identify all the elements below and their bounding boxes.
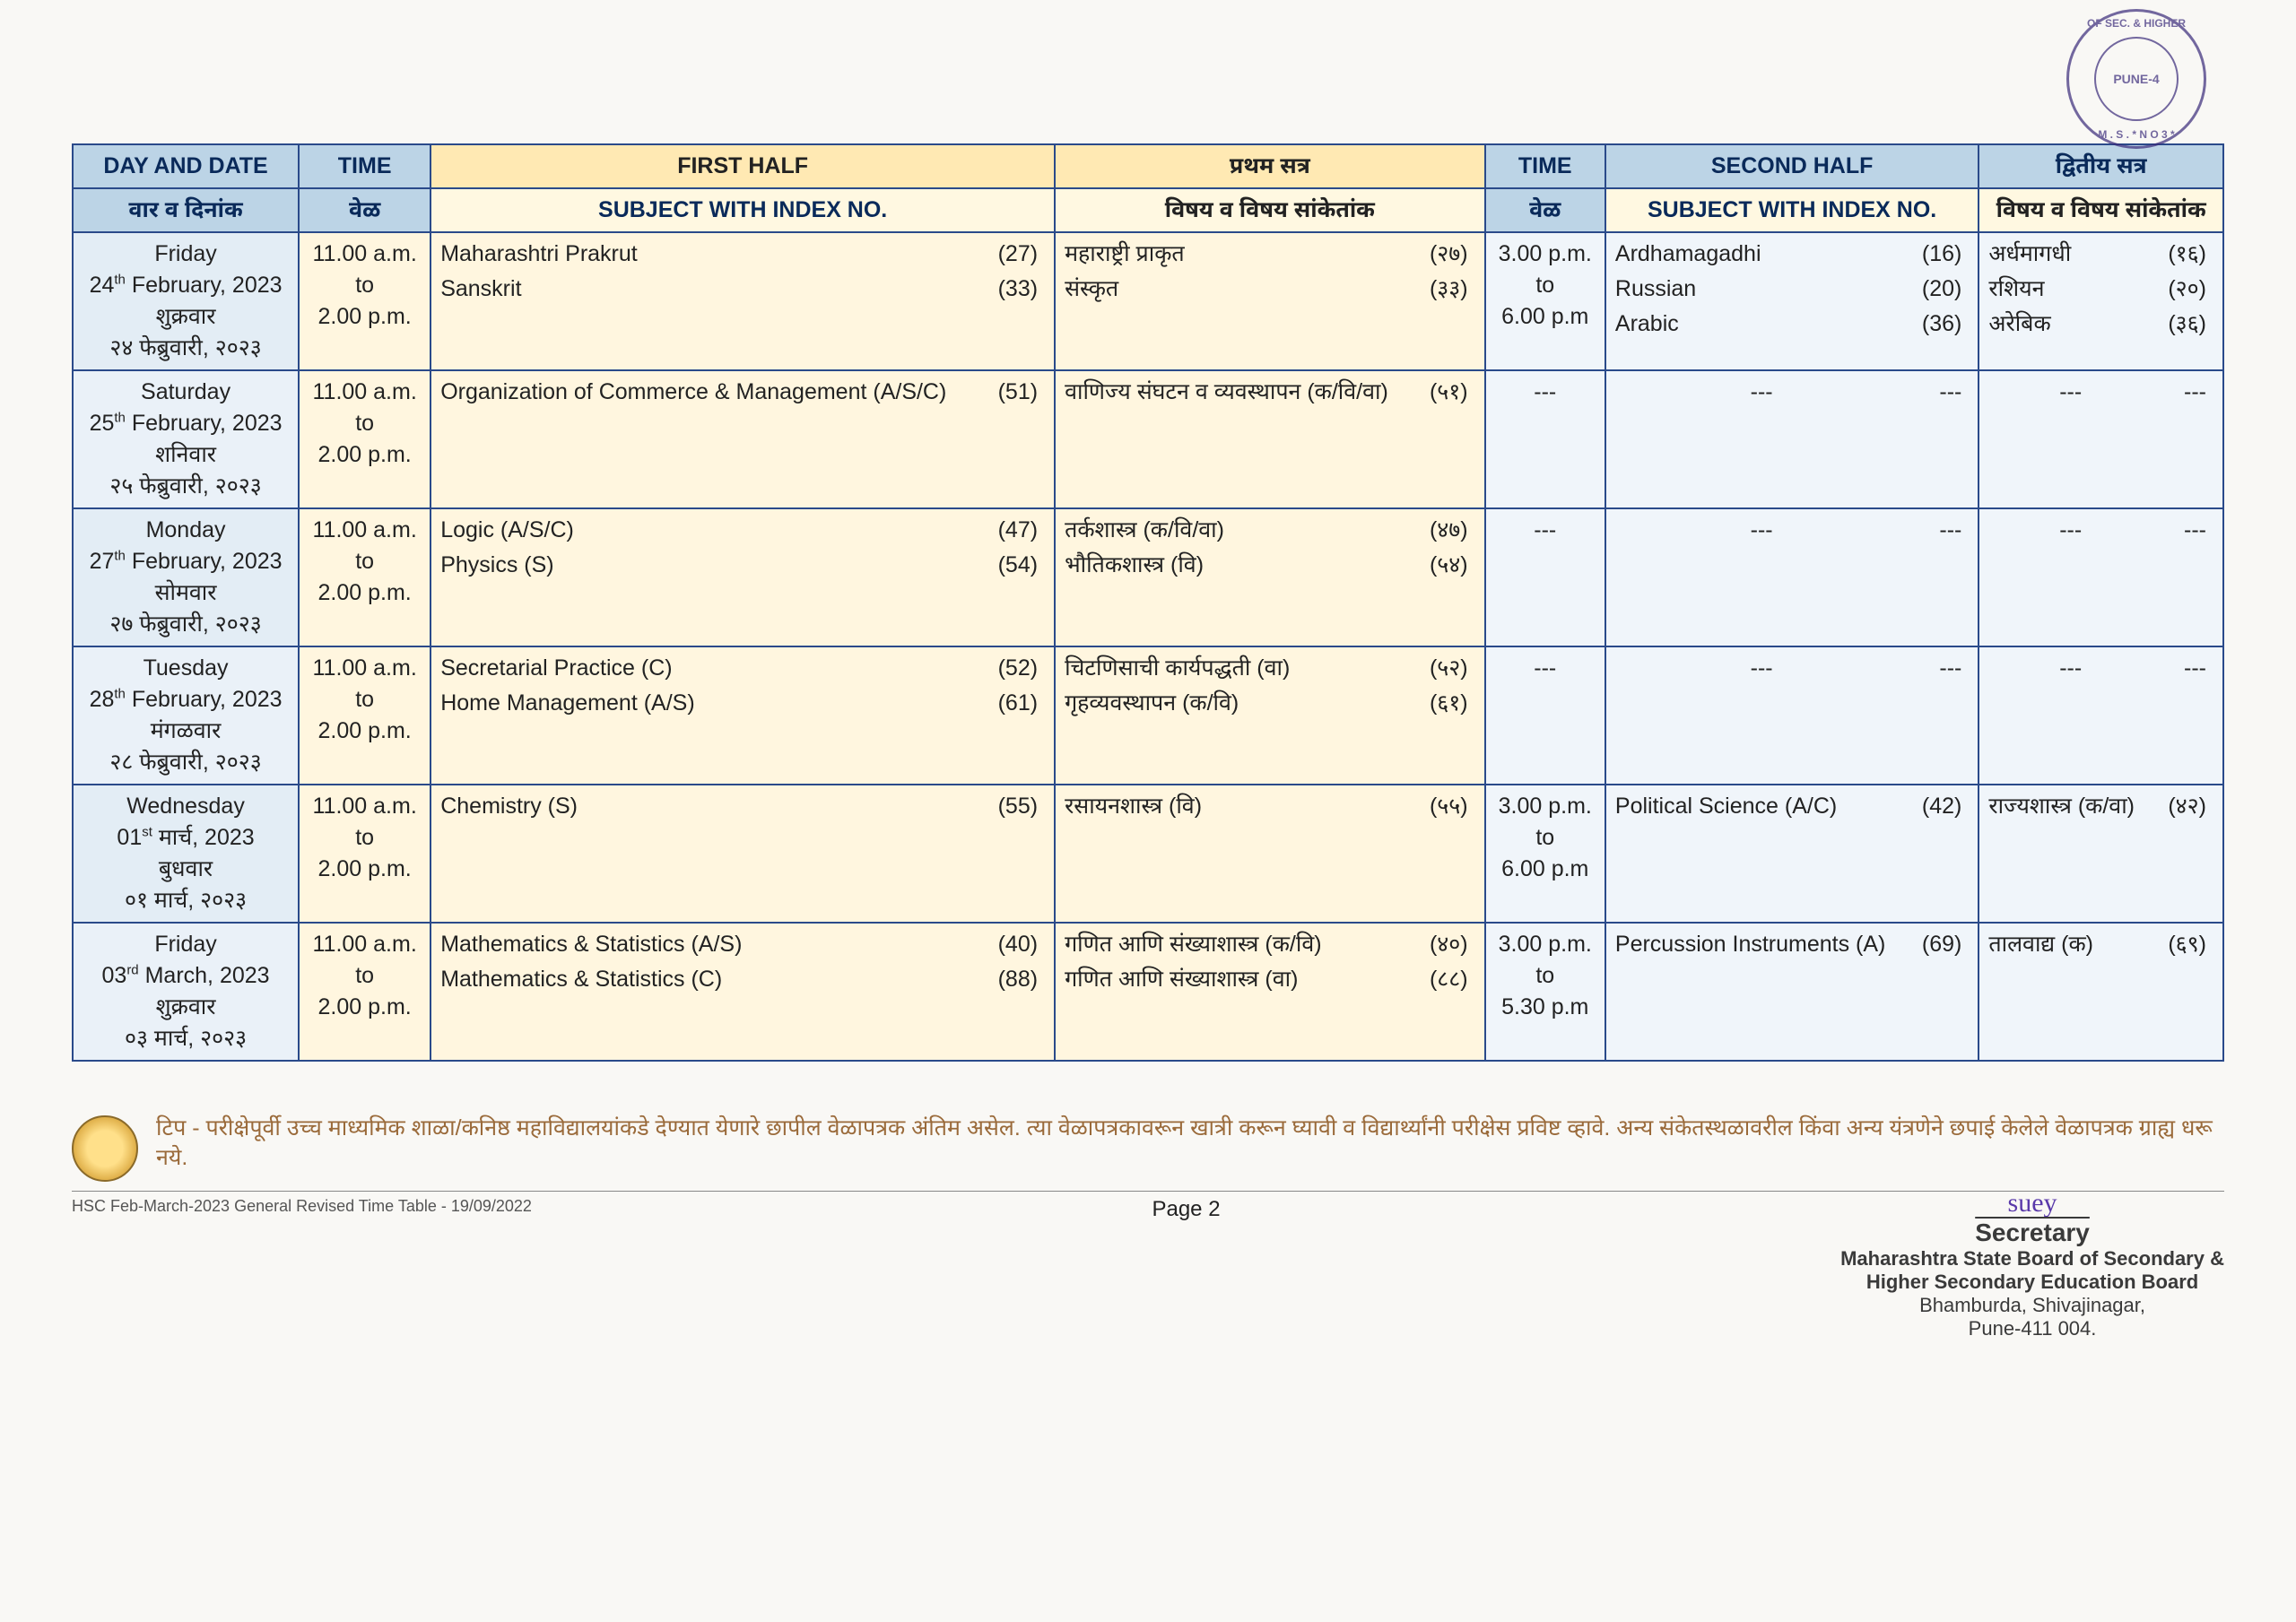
time1-cell: 11.00 a.m.to2.00 p.m. xyxy=(299,923,430,1061)
second-half-en-cell: ------ xyxy=(1605,646,1979,785)
time2-cell: --- xyxy=(1485,646,1605,785)
timetable: DAY AND DATE TIME FIRST HALF प्रथम सत्र … xyxy=(72,143,2224,1062)
board-stamp: OF SEC. & HIGHER PUNE-4 M . S . * N O 3 … xyxy=(2066,9,2206,149)
second-half-en-cell: Ardhamagadhi(16)Russian(20)Arabic(36) xyxy=(1605,232,1979,370)
first-half-en-cell: Logic (A/S/C)(47)Physics (S)(54) xyxy=(430,508,1055,646)
time2-cell: --- xyxy=(1485,508,1605,646)
stamp-center: PUNE-4 xyxy=(2094,37,2179,121)
stamp-ring-top: OF SEC. & HIGHER xyxy=(2069,17,2204,30)
hdr-secondhalf-en: SECOND HALF xyxy=(1605,144,1979,188)
signature-block: suey Secretary Maharashtra State Board o… xyxy=(1840,1188,2224,1340)
footer-left: HSC Feb-March-2023 General Revised Time … xyxy=(72,1197,532,1340)
first-half-en-cell: Chemistry (S)(55) xyxy=(430,785,1055,923)
time1-cell: 11.00 a.m.to2.00 p.m. xyxy=(299,232,430,370)
second-half-mr-cell: अर्धमागधी(१६)रशियन(२०)अरेबिक(३६) xyxy=(1979,232,2223,370)
second-half-mr-cell: तालवाद्य (क)(६९) xyxy=(1979,923,2223,1061)
hdr-subjidx-mr-1: विषय व विषय सांकेतांक xyxy=(1055,188,1485,232)
day-cell: Friday03rd March, 2023शुक्रवार०३ मार्च, … xyxy=(73,923,299,1061)
signature-addr2: Pune-411 004. xyxy=(1840,1317,2224,1340)
table-row: Monday27th February, 2023सोमवार२७ फेब्रु… xyxy=(73,508,2223,646)
hdr-subjidx-en-2: SUBJECT WITH INDEX NO. xyxy=(1605,188,1979,232)
time1-cell: 11.00 a.m.to2.00 p.m. xyxy=(299,508,430,646)
table-row: Tuesday28th February, 2023मंगळवार२८ फेब्… xyxy=(73,646,2223,785)
time1-cell: 11.00 a.m.to2.00 p.m. xyxy=(299,370,430,508)
hdr-subjidx-mr-2: विषय व विषय सांकेतांक xyxy=(1979,188,2223,232)
first-half-en-cell: Secretarial Practice (C)(52)Home Managem… xyxy=(430,646,1055,785)
hdr-firsthalf-mr: प्रथम सत्र xyxy=(1055,144,1485,188)
signature-title: Secretary xyxy=(1840,1219,2224,1247)
table-row: Wednesday01st मार्च, 2023बुधवार०१ मार्च,… xyxy=(73,785,2223,923)
first-half-mr-cell: वाणिज्य संघटन व व्यवस्थापन (क/वि/वा)(५१) xyxy=(1055,370,1485,508)
time1-cell: 11.00 a.m.to2.00 p.m. xyxy=(299,646,430,785)
first-half-mr-cell: गणित आणि संख्याशास्त्र (क/वि)(४०)गणित आण… xyxy=(1055,923,1485,1061)
first-half-mr-cell: रसायनशास्त्र (वि)(५५) xyxy=(1055,785,1485,923)
second-half-mr-cell: ------ xyxy=(1979,370,2223,508)
table-row: Saturday25th February, 2023शनिवार२५ फेब्… xyxy=(73,370,2223,508)
hdr-time1-mr: वेळ xyxy=(299,188,430,232)
hdr-firsthalf-en: FIRST HALF xyxy=(430,144,1055,188)
signature-addr1: Bhamburda, Shivajinagar, xyxy=(1840,1294,2224,1317)
signature-org1: Maharashtra State Board of Secondary & xyxy=(1840,1247,2224,1271)
day-cell: Tuesday28th February, 2023मंगळवार२८ फेब्… xyxy=(73,646,299,785)
day-cell: Monday27th February, 2023सोमवार२७ फेब्रु… xyxy=(73,508,299,646)
hdr-day-en: DAY AND DATE xyxy=(73,144,299,188)
hdr-subjidx-en-1: SUBJECT WITH INDEX NO. xyxy=(430,188,1055,232)
time2-cell: 3.00 p.m.to5.30 p.m xyxy=(1485,923,1605,1061)
table-row: Friday24th February, 2023शुक्रवार२४ फेब्… xyxy=(73,232,2223,370)
second-half-mr-cell: ------ xyxy=(1979,646,2223,785)
time2-cell: 3.00 p.m.to6.00 p.m xyxy=(1485,785,1605,923)
hdr-time1-en: TIME xyxy=(299,144,430,188)
first-half-mr-cell: महाराष्ट्री प्राकृत(२७)संस्कृत(३३) xyxy=(1055,232,1485,370)
second-half-en-cell: Political Science (A/C)(42) xyxy=(1605,785,1979,923)
footnote-seal-icon xyxy=(72,1115,138,1182)
hdr-time2-mr: वेळ xyxy=(1485,188,1605,232)
time2-cell: 3.00 p.m.to6.00 p.m xyxy=(1485,232,1605,370)
first-half-mr-cell: तर्कशास्त्र (क/वि/वा)(४७)भौतिकशास्त्र (व… xyxy=(1055,508,1485,646)
time1-cell: 11.00 a.m.to2.00 p.m. xyxy=(299,785,430,923)
footnote: टिप - परीक्षेपूर्वी उच्च माध्यमिक शाळा/क… xyxy=(72,1115,2224,1182)
day-cell: Friday24th February, 2023शुक्रवार२४ फेब्… xyxy=(73,232,299,370)
first-half-mr-cell: चिटणिसाची कार्यपद्धती (वा)(५२)गृहव्यवस्थ… xyxy=(1055,646,1485,785)
second-half-en-cell: Percussion Instruments (A)(69) xyxy=(1605,923,1979,1061)
signature-org2: Higher Secondary Education Board xyxy=(1840,1271,2224,1294)
footnote-text: टिप - परीक्षेपूर्वी उच्च माध्यमिक शाळा/क… xyxy=(156,1115,2224,1175)
second-half-en-cell: ------ xyxy=(1605,508,1979,646)
second-half-en-cell: ------ xyxy=(1605,370,1979,508)
time2-cell: --- xyxy=(1485,370,1605,508)
day-cell: Saturday25th February, 2023शनिवार२५ फेब्… xyxy=(73,370,299,508)
footer-center: Page 2 xyxy=(1152,1197,1220,1340)
first-half-en-cell: Mathematics & Statistics (A/S)(40)Mathem… xyxy=(430,923,1055,1061)
footer: HSC Feb-March-2023 General Revised Time … xyxy=(72,1191,2224,1340)
signature-handwriting: suey xyxy=(1840,1188,2224,1219)
day-cell: Wednesday01st मार्च, 2023बुधवार०१ मार्च,… xyxy=(73,785,299,923)
hdr-secondhalf-mr: द्वितीय सत्र xyxy=(1979,144,2223,188)
second-half-mr-cell: राज्यशास्त्र (क/वा)(४२) xyxy=(1979,785,2223,923)
second-half-mr-cell: ------ xyxy=(1979,508,2223,646)
stamp-ring-bottom: M . S . * N O 3 * xyxy=(2069,128,2204,141)
table-row: Friday03rd March, 2023शुक्रवार०३ मार्च, … xyxy=(73,923,2223,1061)
first-half-en-cell: Organization of Commerce & Management (A… xyxy=(430,370,1055,508)
hdr-time2-en: TIME xyxy=(1485,144,1605,188)
hdr-day-mr: वार व दिनांक xyxy=(73,188,299,232)
first-half-en-cell: Maharashtri Prakrut(27)Sanskrit(33) xyxy=(430,232,1055,370)
